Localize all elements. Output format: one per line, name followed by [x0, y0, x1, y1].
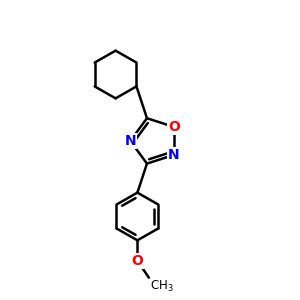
- Text: N: N: [124, 134, 136, 148]
- Text: O: O: [131, 254, 143, 268]
- Text: CH$_3$: CH$_3$: [150, 279, 174, 294]
- Text: O: O: [168, 120, 180, 134]
- Text: N: N: [168, 148, 180, 162]
